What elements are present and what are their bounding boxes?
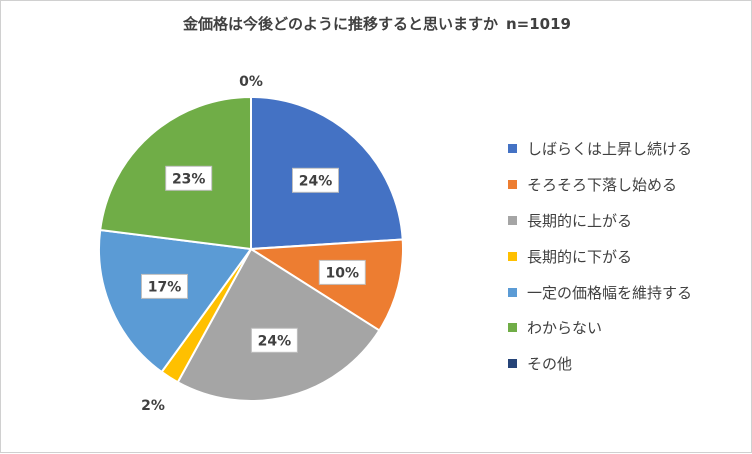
data-label-text: 2% (141, 398, 165, 414)
legend-item: しばらくは上昇し続ける (508, 131, 692, 167)
sample-size-label: n=1019 (506, 15, 571, 33)
pie-slice (176, 248, 381, 402)
legend-label: 長期的に下がる (527, 247, 633, 266)
legend-label: その他 (527, 355, 573, 374)
pie-chart: 24% 10% 24% 2% 17% 23% 0% (98, 74, 404, 414)
legend-swatch (508, 144, 517, 154)
legend-item: 長期的に上がる (508, 203, 692, 239)
data-label: 0% (239, 74, 263, 90)
data-label-box (165, 165, 213, 191)
legend-item: 一定の価格幅を維持する (508, 274, 692, 310)
legend-item: そろそろ下落し始める (508, 167, 692, 203)
legend-label: そろそろ下落し始める (527, 176, 678, 195)
data-label-text: 17% (148, 279, 182, 295)
data-label: 24% (292, 167, 339, 193)
data-label-text: 24% (299, 173, 333, 189)
legend-label: 長期的に上がる (527, 211, 633, 230)
legend-label: しばらくは上昇し続ける (527, 140, 693, 159)
chart-title-row: 金価格は今後どのように推移すると思いますか n=1019 (1, 13, 752, 34)
legend-item: その他 (508, 346, 692, 382)
data-label-box (292, 167, 339, 193)
chart-legend: しばらくは上昇し続ける そろそろ下落し始める 長期的に上がる 長期的に下がる一定の価格… (508, 131, 692, 382)
data-label-text: 24% (258, 333, 292, 349)
data-label-box (318, 259, 366, 285)
legend-swatch (508, 180, 517, 190)
data-label-box (141, 273, 188, 299)
data-label-text: 0% (239, 74, 263, 90)
legend-item: 長期的に下がる (508, 238, 692, 274)
legend-label: わからない (527, 319, 603, 338)
legend-swatch (508, 215, 517, 225)
legend-label: 一定の価格幅を維持する (527, 283, 693, 302)
data-label: 17% (141, 273, 188, 299)
data-label: 2% (141, 398, 165, 414)
data-label: 10% (318, 259, 366, 285)
legend-swatch (508, 323, 517, 333)
legend-item: わからない (508, 310, 692, 346)
data-label-text: 10% (326, 265, 360, 281)
data-label: 24% (250, 327, 298, 353)
chart-title: 金価格は今後どのように推移すると思いますか (182, 15, 498, 33)
legend-swatch (508, 251, 517, 261)
pie-slice (98, 228, 252, 373)
legend-swatch (508, 359, 517, 369)
data-label-box (250, 327, 298, 353)
legend-swatch (508, 287, 517, 297)
data-label-text: 23% (172, 171, 206, 187)
data-label: 23% (165, 165, 213, 191)
